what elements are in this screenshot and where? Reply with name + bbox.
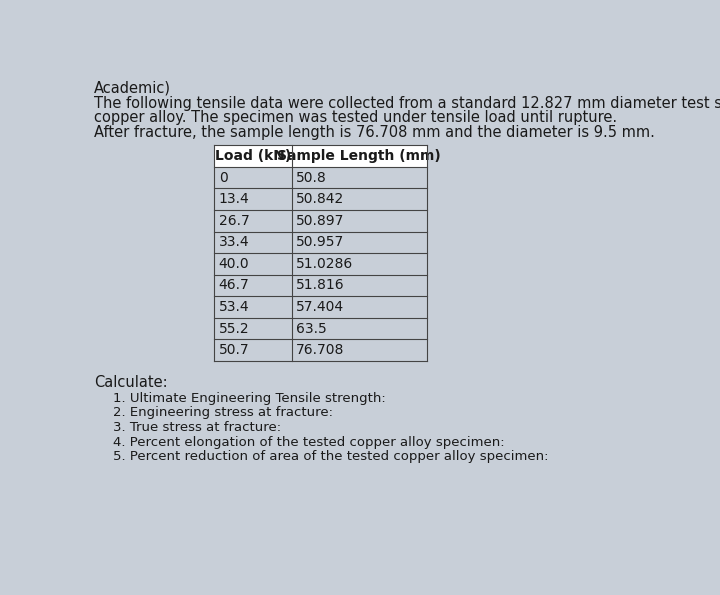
Text: 50.897: 50.897: [296, 214, 345, 228]
Bar: [214, 145, 427, 167]
Text: Load (kN): Load (kN): [215, 149, 291, 163]
Bar: [214, 253, 427, 275]
Text: 1. Ultimate Engineering Tensile strength:: 1. Ultimate Engineering Tensile strength…: [113, 392, 386, 405]
Text: Calculate:: Calculate:: [94, 375, 168, 390]
Text: 50.842: 50.842: [296, 192, 344, 206]
Text: 76.708: 76.708: [296, 343, 345, 357]
Text: copper alloy. The specimen was tested under tensile load until rupture.: copper alloy. The specimen was tested un…: [94, 110, 617, 125]
Text: 51.816: 51.816: [296, 278, 345, 293]
Text: Academic): Academic): [94, 81, 171, 96]
Text: 2. Engineering stress at fracture:: 2. Engineering stress at fracture:: [113, 406, 333, 419]
Text: 50.8: 50.8: [296, 171, 327, 184]
Bar: [214, 275, 427, 296]
Text: 3. True stress at fracture:: 3. True stress at fracture:: [113, 421, 282, 434]
Text: 50.957: 50.957: [296, 236, 344, 249]
Text: 50.7: 50.7: [219, 343, 249, 357]
Bar: [214, 296, 427, 318]
Text: 63.5: 63.5: [296, 321, 327, 336]
Text: After fracture, the sample length is 76.708 mm and the diameter is 9.5 mm.: After fracture, the sample length is 76.…: [94, 126, 654, 140]
Text: 26.7: 26.7: [219, 214, 249, 228]
Text: 40.0: 40.0: [219, 257, 249, 271]
Text: 0: 0: [219, 171, 228, 184]
Text: 53.4: 53.4: [219, 300, 249, 314]
Text: 13.4: 13.4: [219, 192, 249, 206]
Text: 4. Percent elongation of the tested copper alloy specimen:: 4. Percent elongation of the tested copp…: [113, 436, 505, 449]
Text: The following tensile data were collected from a standard 12.827 mm diameter tes: The following tensile data were collecte…: [94, 96, 720, 111]
Bar: [214, 167, 427, 189]
Text: 46.7: 46.7: [219, 278, 249, 293]
Text: 57.404: 57.404: [296, 300, 344, 314]
Text: 33.4: 33.4: [219, 236, 249, 249]
Text: 5. Percent reduction of area of the tested copper alloy specimen:: 5. Percent reduction of area of the test…: [113, 450, 549, 464]
Bar: [214, 339, 427, 361]
Bar: [214, 145, 427, 361]
Bar: [214, 210, 427, 231]
Text: 51.0286: 51.0286: [296, 257, 354, 271]
Bar: [214, 189, 427, 210]
Bar: [214, 231, 427, 253]
Text: 55.2: 55.2: [219, 321, 249, 336]
Text: Sample Length (mm): Sample Length (mm): [277, 149, 441, 163]
Bar: [214, 318, 427, 339]
